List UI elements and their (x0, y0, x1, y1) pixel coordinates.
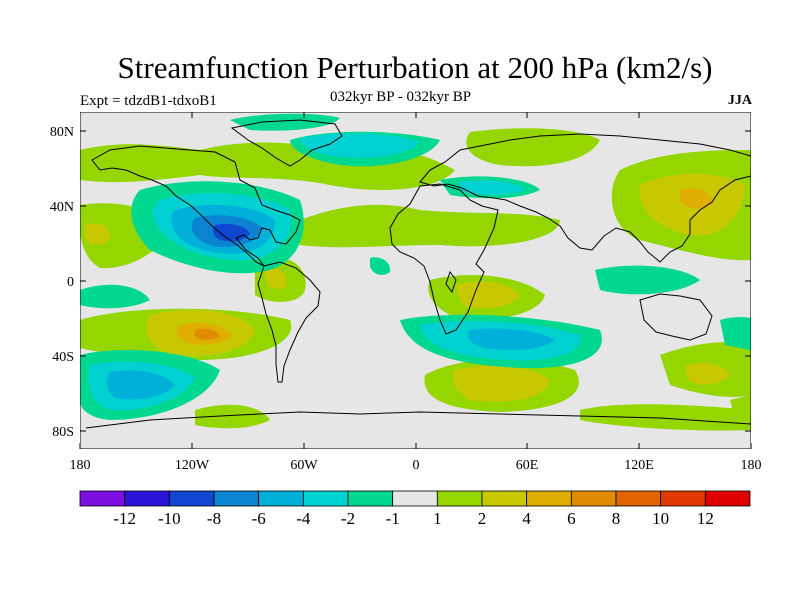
period-label: 032kyr BP - 032kyr BP (330, 89, 472, 105)
lon-label-60e: 60E (516, 458, 539, 473)
colorbar-swatch-5 (302, 490, 349, 507)
colorbar-swatch-9 (481, 490, 528, 507)
colorbar-label-0: -12 (113, 509, 136, 528)
lat-label-80n: 80N (50, 125, 74, 140)
colorbar-label-3: -6 (252, 509, 266, 528)
season-label: JJA (727, 93, 752, 108)
colorbar: -12 -10 -8 -6 -4 -2 -1 1 2 4 6 8 10 12 (79, 490, 751, 528)
colorbar-swatch-14 (704, 490, 751, 507)
colorbar-swatch-4 (258, 490, 304, 507)
lon-label-120e: 120E (624, 458, 654, 473)
longitude-axis (79, 112, 752, 449)
lat-label-0: 0 (67, 275, 74, 290)
colorbar-label-12: 10 (652, 509, 669, 528)
lat-label-40s: 40S (52, 350, 74, 365)
colorbar-label-6: -1 (386, 509, 400, 528)
colorbar-label-9: 4 (522, 509, 531, 528)
field-negative-8-10 (213, 224, 250, 242)
experiment-label: Expt = tdzdB1-tdxoB1 (80, 93, 217, 109)
latitude-tick-labels: 80N 40N 0 40S 80S (50, 125, 74, 440)
colorbar-label-13: 12 (697, 509, 714, 528)
latitude-axis (80, 130, 751, 432)
colorbar-swatch-0 (79, 490, 126, 507)
colorbar-label-1: -10 (158, 509, 181, 528)
colorbar-swatch-6 (347, 490, 394, 507)
lon-label-180w: 180 (70, 458, 91, 473)
colorbar-swatch-10 (526, 490, 572, 507)
colorbar-swatch-1 (124, 490, 170, 507)
colorbar-swatch-8 (436, 490, 483, 507)
colorbar-label-4: -4 (296, 509, 311, 528)
colorbar-swatch-11 (570, 490, 617, 507)
lon-label-180e: 180 (741, 458, 762, 473)
colorbar-swatch-7 (392, 490, 438, 507)
colorbar-swatch-13 (660, 490, 706, 507)
lat-label-40n: 40N (50, 200, 74, 215)
longitude-tick-labels: 180 120W 60W 0 60E 120E 180 (70, 458, 762, 473)
colorbar-label-2: -8 (207, 509, 221, 528)
lat-label-80s: 80S (52, 425, 74, 440)
colorbar-swatch-12 (615, 490, 662, 507)
colorbar-swatch-3 (213, 490, 260, 507)
lon-label-60w: 60W (290, 458, 318, 473)
colorbar-label-5: -2 (341, 509, 355, 528)
colorbar-label-11: 8 (612, 509, 621, 528)
colorbar-label-10: 6 (567, 509, 576, 528)
colorbar-label-7: 1 (433, 509, 442, 528)
map-area (80, 112, 751, 449)
colorbar-swatch-2 (168, 490, 215, 507)
lon-label-120w: 120W (175, 458, 210, 473)
coastlines (85, 119, 751, 429)
colorbar-label-8: 2 (478, 509, 487, 528)
lon-label-0: 0 (413, 458, 420, 473)
field-positive-6-8 (195, 328, 220, 340)
plot-title: Streamfunction Perturbation at 200 hPa (… (117, 50, 713, 85)
